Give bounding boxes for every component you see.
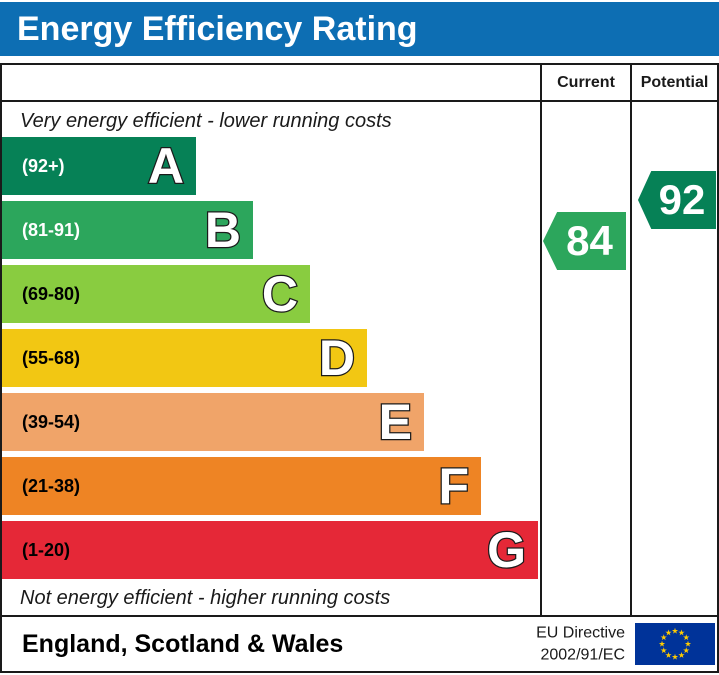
band-letter: B — [204, 202, 243, 259]
band-row: (81-91) B — [2, 201, 253, 259]
band-letter: C — [261, 266, 300, 323]
band-range-label: (1-20) — [22, 539, 71, 560]
band-letter: D — [318, 330, 357, 387]
band-row: (55-68) D — [2, 329, 367, 387]
band-range-label: (69-80) — [22, 283, 81, 304]
band-row: (21-38) F — [2, 457, 481, 515]
band-range-label: (21-38) — [22, 475, 81, 496]
eu-directive-label: EU Directive 2002/91/EC — [536, 622, 625, 665]
current-rating-arrow: 84 — [543, 212, 626, 270]
page-title: Energy Efficiency Rating — [0, 2, 719, 56]
column-header-row: Current Potential — [2, 65, 717, 102]
potential-rating-arrow: 92 — [638, 171, 716, 229]
column-divider — [540, 102, 542, 615]
band-row: (1-20) G — [2, 521, 538, 579]
band-row: (39-54) E — [2, 393, 424, 451]
eu-directive-line1: EU Directive — [536, 624, 625, 642]
top-note: Very energy efficient - lower running co… — [20, 110, 392, 132]
potential-column-header: Potential — [640, 74, 709, 91]
band-range-label: (81-91) — [22, 219, 81, 240]
band-letter: F — [437, 458, 470, 515]
current-rating-value: 84 — [566, 217, 613, 264]
column-divider — [540, 65, 542, 100]
band-range-label: (39-54) — [22, 411, 81, 432]
current-column-header: Current — [557, 74, 615, 91]
band-list: (92+) A (81-91) B (69-80) C (55-68) D (3… — [2, 137, 538, 585]
band-letter: G — [486, 522, 527, 579]
eu-directive-line2: 2002/91/EC — [540, 646, 625, 663]
bottom-note: Not energy efficient - higher running co… — [20, 587, 391, 609]
band-row: (69-80) C — [2, 265, 310, 323]
band-range-label: (92+) — [22, 155, 65, 176]
eu-flag-icon — [635, 623, 715, 665]
band-letter: A — [147, 138, 186, 195]
band-row: (92+) A — [2, 137, 196, 195]
chart-body: Very energy efficient - lower running co… — [2, 102, 717, 615]
region-label: England, Scotland & Wales — [22, 630, 344, 658]
chart-footer: England, Scotland & Wales EU Directive 2… — [2, 615, 717, 671]
band-letter: E — [377, 394, 413, 451]
potential-rating-value: 92 — [658, 176, 706, 223]
column-divider — [630, 102, 632, 615]
band-range-label: (55-68) — [22, 347, 81, 368]
epc-chart: Current Potential Very energy efficient … — [0, 63, 719, 673]
column-divider — [630, 65, 632, 100]
